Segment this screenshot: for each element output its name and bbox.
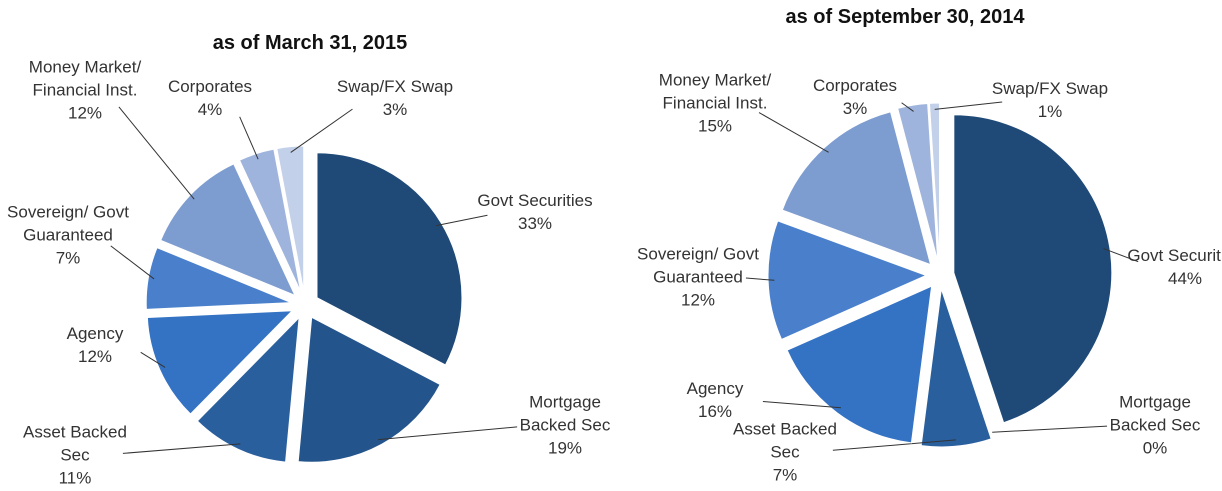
value-label: 15% [697, 116, 733, 136]
slice-label: Agency 16% [650, 377, 780, 423]
slice-label: Sovereign/ Govt Guaranteed 7% [3, 201, 133, 270]
pie-slice [297, 316, 441, 463]
pie-slice [781, 111, 932, 266]
slice-label: Money Market/ Financial Inst. 15% [650, 69, 780, 138]
value-label: 3% [842, 99, 868, 118]
leader-line [290, 108, 353, 153]
pie-slice [316, 152, 463, 366]
slice-label: Sovereign/ Govt Guaranteed 12% [633, 243, 763, 312]
value-label: 11% [58, 468, 92, 488]
value-label: 44% [1167, 269, 1203, 288]
category-label: Sovereign/ Govt Guaranteed [637, 244, 759, 287]
value-label: 4% [197, 100, 223, 119]
leader-line [758, 112, 829, 153]
slice-label: Govt Securities 33% [470, 189, 600, 235]
slice-label: Money Market/ Financial Inst. 12% [20, 56, 150, 125]
slice-label: Corporates 4% [145, 75, 275, 121]
leader-line [1103, 248, 1139, 263]
slice-label: Agency 12% [30, 322, 160, 368]
leader-line [762, 400, 841, 409]
category-label: Asset Backed Sec [733, 419, 837, 462]
category-label: Swap/FX Swap [991, 79, 1109, 98]
pie-slice [145, 246, 292, 310]
leader-line [745, 277, 775, 281]
value-label: 33% [517, 214, 553, 233]
slice-label: Mortgage Backed Sec 0% [1090, 391, 1220, 460]
value-label: 0% [1142, 438, 1168, 458]
value-label: 3% [382, 100, 408, 119]
category-label: Mortgage Backed Sec [519, 392, 611, 435]
leader-line [934, 101, 1003, 110]
category-label: Swap/FX Swap [336, 77, 454, 96]
leader-line [901, 102, 914, 112]
category-label: Corporates [812, 76, 898, 95]
value-label: 16% [697, 402, 733, 421]
category-label: Mortgage Backed Sec [1109, 392, 1201, 435]
leader-line [435, 214, 488, 227]
category-label: Govt Securities [1127, 246, 1222, 265]
leader-line [118, 106, 195, 200]
pie-slice [160, 163, 296, 297]
pie-slice [767, 220, 928, 341]
slice-label: Asset Backed Sec 7% [720, 418, 850, 487]
pie-slice [920, 288, 992, 448]
slice-label: Swap/FX Swap 1% [985, 77, 1115, 123]
pie-slice [897, 102, 939, 262]
leader-line [832, 439, 956, 451]
chart-title: as of September 30, 2014 [785, 6, 1025, 28]
pie-slice [786, 285, 933, 444]
category-label: Money Market/ Financial Inst. [28, 57, 142, 100]
category-label: Agency [66, 324, 124, 343]
category-label: Agency [686, 379, 744, 398]
leader-line [239, 116, 259, 160]
value-label: 12% [680, 290, 716, 310]
category-label: Sovereign/ Govt Guaranteed [7, 202, 129, 245]
value-label: 7% [772, 465, 798, 485]
value-label: 19% [547, 438, 583, 458]
leader-line [122, 443, 241, 454]
slice-label: Corporates 3% [790, 74, 920, 120]
slice-label: Mortgage Backed Sec 19% [500, 391, 630, 460]
chart-title: as of March 31, 2015 [212, 32, 408, 54]
category-label: Money Market/ Financial Inst. [658, 70, 772, 113]
category-label: Asset Backed Sec [23, 422, 127, 465]
value-label: 1% [1037, 102, 1063, 121]
slice-label: Asset Backed Sec 11% [10, 421, 140, 490]
leader-line [140, 351, 166, 368]
category-label: Govt Securities [477, 191, 593, 210]
pie-slice [276, 145, 305, 292]
slice-label: Govt Securities 44% [1120, 244, 1222, 290]
value-label: 7% [55, 248, 81, 268]
pie-slice [196, 316, 300, 463]
leader-line [378, 426, 518, 441]
category-label: Corporates [167, 77, 253, 96]
value-label: 12% [77, 347, 113, 366]
pie-slice [953, 114, 1113, 424]
pie-slice [238, 148, 302, 292]
slice-label: Swap/FX Swap 3% [330, 75, 460, 121]
value-label: 12% [67, 103, 103, 123]
leader-line [992, 425, 1108, 433]
pie-slice [146, 310, 294, 415]
pie-slice [928, 102, 941, 262]
leader-line [110, 245, 155, 280]
